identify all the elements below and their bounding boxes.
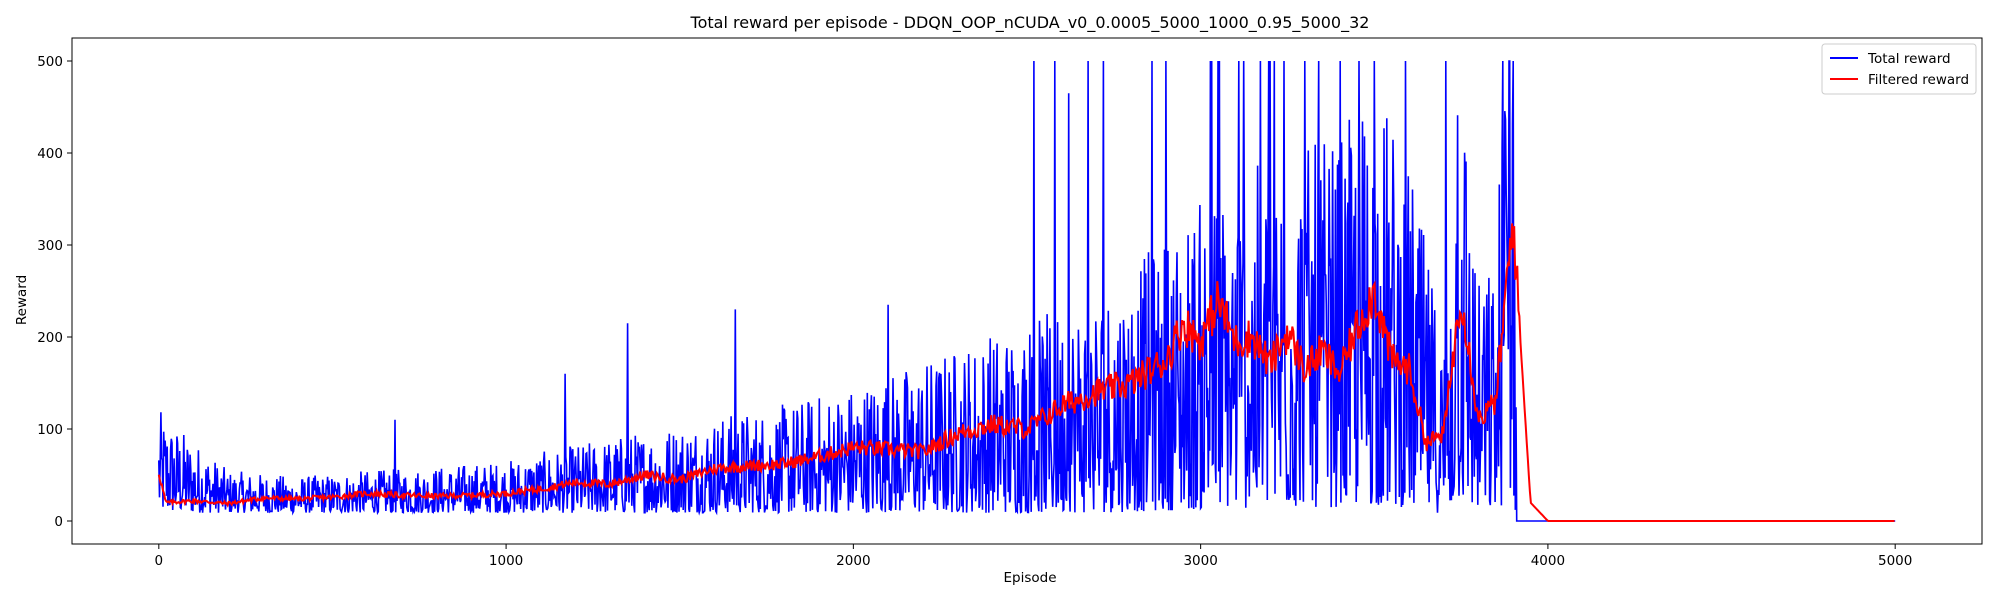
y-tick-label: 0 bbox=[54, 514, 63, 530]
series-line-filtered-reward bbox=[157, 223, 1895, 522]
legend-label: Total reward bbox=[1867, 51, 1951, 67]
x-tick-label: 0 bbox=[155, 553, 164, 569]
y-tick-label: 200 bbox=[37, 330, 63, 346]
plot-area: 0 1000 2000 3000 4000 5000 0 100 200 300 400 500 bbox=[37, 37, 1983, 569]
x-axis-label: Episode bbox=[1003, 570, 1056, 586]
series-line-total-reward bbox=[158, 60, 1896, 522]
legend-box bbox=[1821, 43, 1977, 95]
axes-frame bbox=[71, 37, 1983, 545]
x-tick-label: 1000 bbox=[489, 553, 523, 569]
y-tick-label: 500 bbox=[37, 54, 63, 70]
chart-title: Total reward per episode - DDQN_OOP_nCUD… bbox=[690, 13, 1370, 33]
y-tick-label: 300 bbox=[37, 238, 63, 254]
x-tick-label: 3000 bbox=[1183, 553, 1217, 569]
y-tick-label: 100 bbox=[37, 422, 63, 438]
legend-label: Filtered reward bbox=[1868, 72, 1969, 88]
x-tick-label: 4000 bbox=[1531, 553, 1565, 569]
x-tick-label: 5000 bbox=[1878, 553, 1912, 569]
y-axis-label: Reward bbox=[14, 275, 30, 325]
legend: Total reward Filtered reward bbox=[1821, 43, 1977, 95]
x-tick-label: 2000 bbox=[836, 553, 870, 569]
y-tick-label: 400 bbox=[37, 146, 63, 162]
